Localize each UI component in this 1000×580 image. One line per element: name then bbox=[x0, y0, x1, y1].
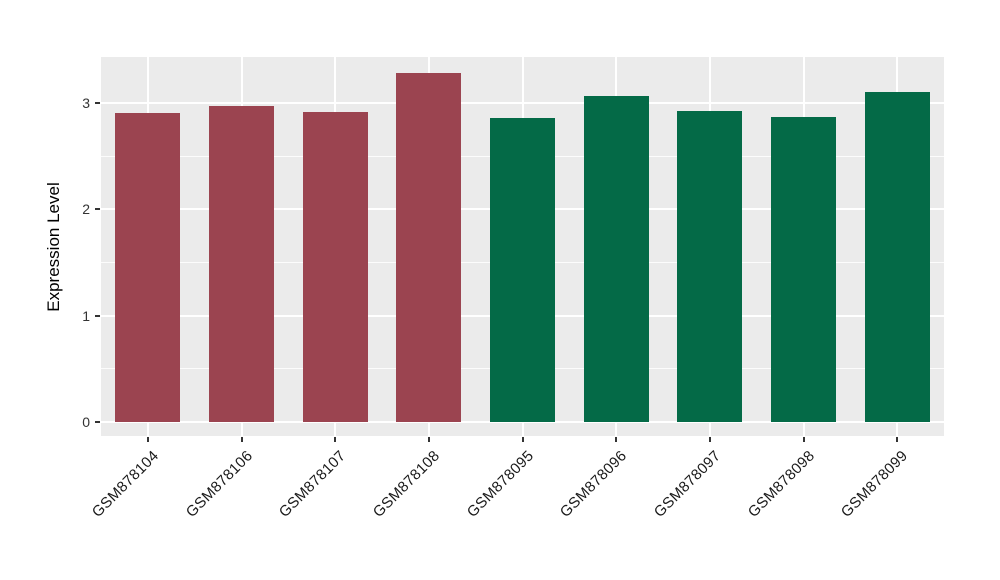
bar-GSM878106 bbox=[209, 105, 274, 423]
x-tick-mark bbox=[708, 437, 711, 442]
y-tick-mark bbox=[95, 208, 100, 211]
plot-panel bbox=[101, 57, 944, 436]
bar-GSM878099 bbox=[864, 92, 930, 423]
y-tick-label: 2 bbox=[82, 201, 90, 218]
bar-GSM878104 bbox=[115, 113, 181, 423]
bar-GSM878096 bbox=[583, 96, 649, 423]
y-tick-label: 1 bbox=[82, 307, 90, 324]
x-tick-mark bbox=[896, 437, 899, 442]
x-tick-mark bbox=[615, 437, 618, 442]
x-tick-label: GSM878096 bbox=[557, 447, 631, 521]
x-tick-label: GSM878099 bbox=[838, 447, 912, 521]
y-tick-mark bbox=[95, 101, 100, 104]
x-tick-label: GSM878098 bbox=[744, 447, 818, 521]
y-tick-label: 0 bbox=[82, 414, 90, 431]
y-tick-mark bbox=[95, 421, 100, 424]
x-tick-mark bbox=[427, 437, 430, 442]
x-tick-mark bbox=[802, 437, 805, 442]
x-tick-label: GSM878097 bbox=[650, 447, 725, 521]
x-tick-mark bbox=[521, 437, 524, 442]
bar-GSM878097 bbox=[677, 111, 743, 423]
bar-GSM878108 bbox=[396, 72, 462, 423]
x-tick-mark bbox=[240, 437, 243, 442]
x-tick-label: GSM878104 bbox=[88, 447, 163, 521]
bar-GSM878095 bbox=[490, 117, 555, 423]
x-tick-label: GSM878108 bbox=[369, 447, 444, 521]
x-tick-label: GSM878107 bbox=[276, 447, 350, 521]
x-tick-label: GSM878095 bbox=[463, 447, 537, 521]
bar-GSM878098 bbox=[771, 116, 836, 423]
x-tick-label: GSM878106 bbox=[182, 447, 256, 521]
y-tick-mark bbox=[95, 314, 100, 317]
y-tick-label: 3 bbox=[82, 94, 90, 111]
x-tick-mark bbox=[334, 437, 337, 442]
bar-GSM878107 bbox=[302, 112, 368, 423]
x-tick-mark bbox=[146, 437, 149, 442]
